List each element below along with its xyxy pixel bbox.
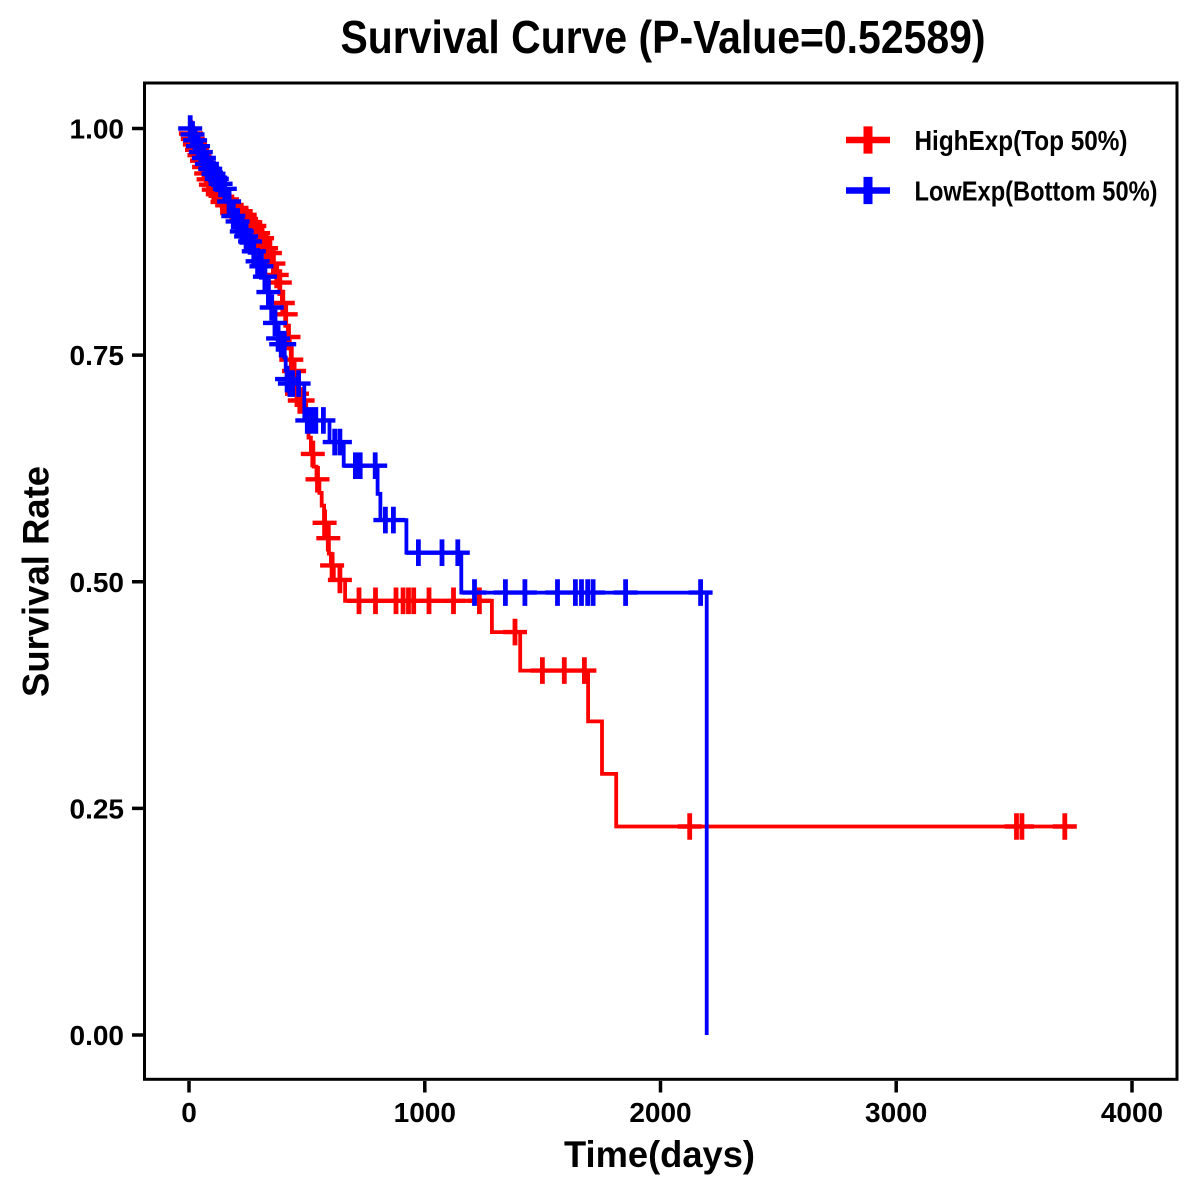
svg-text:0.50: 0.50	[70, 567, 125, 598]
svg-text:2000: 2000	[629, 1097, 691, 1128]
svg-text:0: 0	[181, 1097, 197, 1128]
svg-text:4000: 4000	[1101, 1097, 1163, 1128]
svg-text:Survival Rate: Survival Rate	[16, 466, 57, 697]
svg-text:0.00: 0.00	[70, 1020, 125, 1051]
svg-text:0.75: 0.75	[70, 340, 125, 371]
svg-text:Survival Curve (P-Value=0.5258: Survival Curve (P-Value=0.52589)	[341, 11, 986, 63]
svg-text:HighExp(Top 50%): HighExp(Top 50%)	[915, 125, 1128, 156]
svg-text:Time(days): Time(days)	[564, 1134, 755, 1175]
svg-text:1.00: 1.00	[70, 114, 125, 145]
svg-text:0.25: 0.25	[70, 793, 125, 824]
svg-text:1000: 1000	[394, 1097, 456, 1128]
svg-text:LowExp(Bottom 50%): LowExp(Bottom 50%)	[915, 176, 1158, 207]
svg-text:3000: 3000	[865, 1097, 927, 1128]
